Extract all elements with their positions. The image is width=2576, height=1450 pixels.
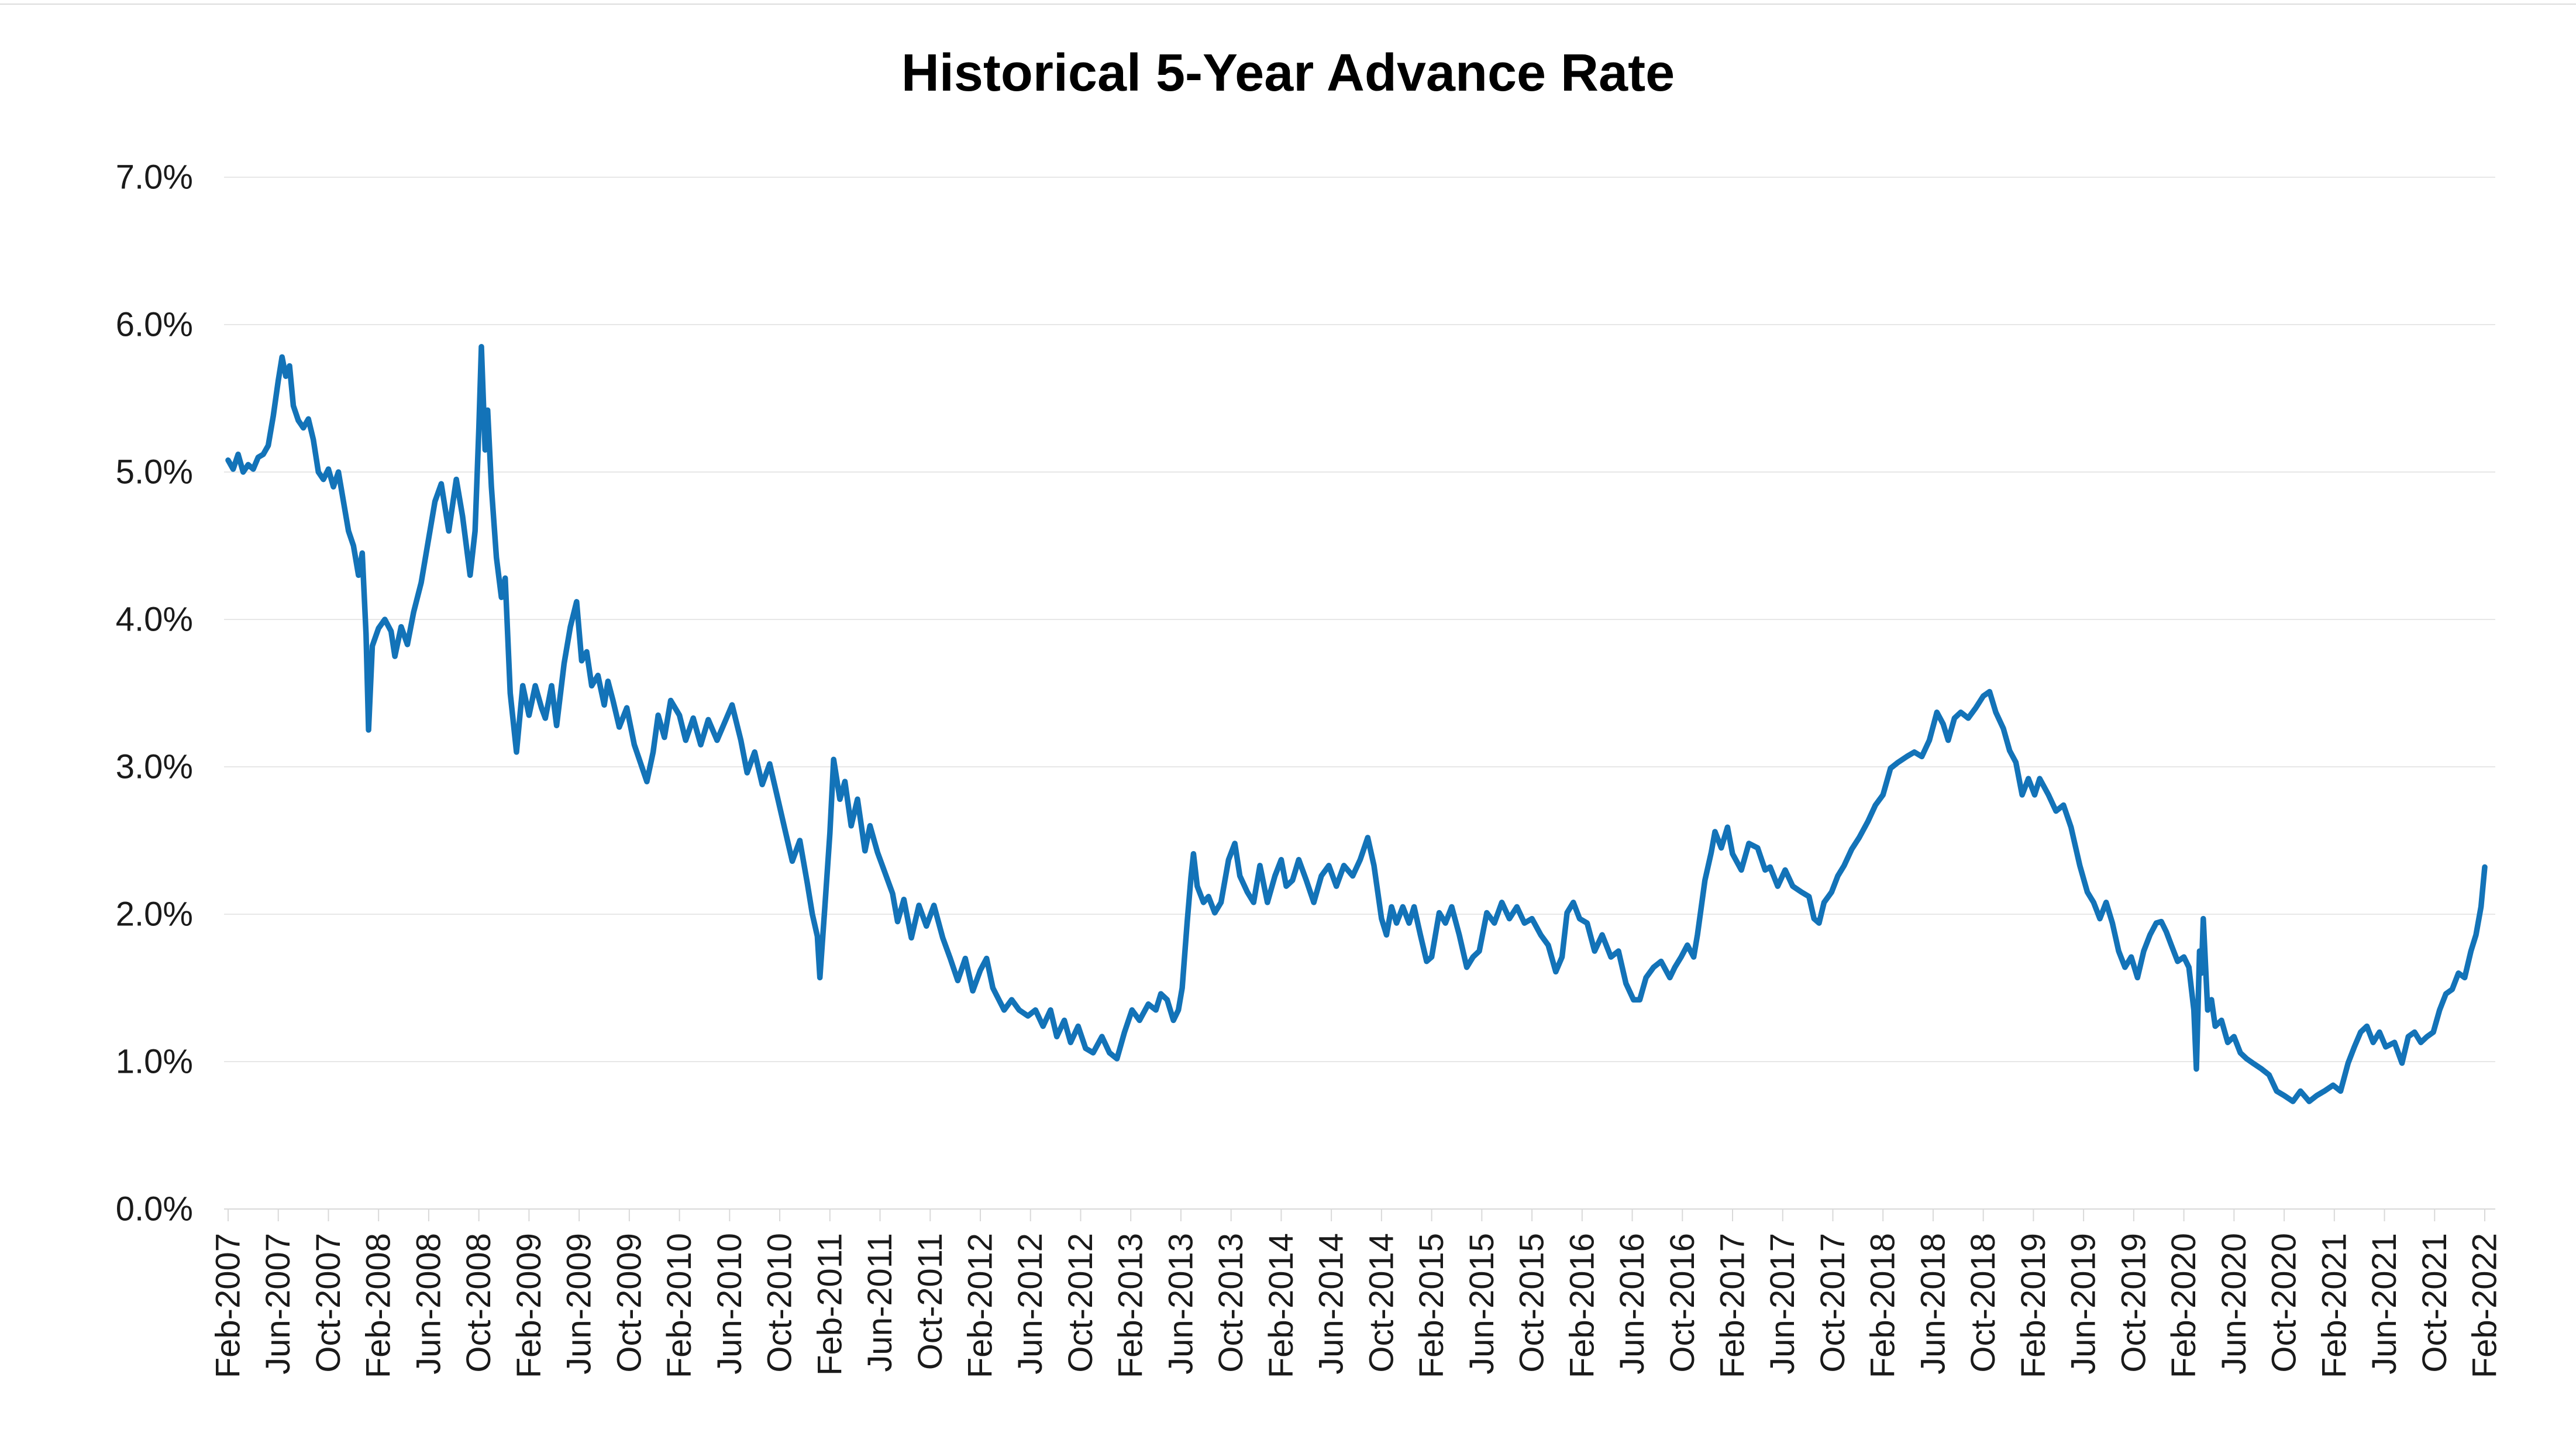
x-axis-tick-label: Jun-2018 — [1914, 1233, 1952, 1375]
y-axis-tick-label: 6.0% — [116, 306, 193, 344]
x-axis-tick-label: Feb-2008 — [360, 1233, 398, 1378]
x-axis-tick-label: Oct-2016 — [1664, 1233, 1702, 1373]
x-axis-tick-label: Oct-2018 — [1964, 1233, 2002, 1373]
x-axis-tick-label: Oct-2009 — [610, 1233, 648, 1373]
x-axis-tick-label: Oct-2011 — [911, 1233, 949, 1370]
x-axis-tick-label: Jun-2017 — [1764, 1233, 1802, 1375]
x-axis-tick-label: Oct-2017 — [1814, 1233, 1852, 1373]
x-axis-tick-label: Jun-2012 — [1011, 1233, 1049, 1375]
x-axis-tick-label: Jun-2021 — [2365, 1233, 2403, 1375]
x-axis-tick-label: Feb-2013 — [1112, 1233, 1150, 1378]
x-axis-tick-label: Feb-2014 — [1262, 1233, 1300, 1378]
x-axis-tick-label: Jun-2007 — [259, 1233, 297, 1375]
x-axis-tick-label: Feb-2012 — [962, 1233, 1000, 1378]
x-axis-tick-label: Feb-2011 — [811, 1233, 849, 1376]
x-axis-tick-label: Feb-2015 — [1413, 1233, 1451, 1378]
x-axis-tick-label: Feb-2016 — [1563, 1233, 1601, 1378]
x-axis-tick-label: Jun-2019 — [2065, 1233, 2103, 1375]
x-axis-tick-label: Oct-2008 — [460, 1233, 498, 1373]
x-axis-tick-label: Feb-2020 — [2165, 1233, 2203, 1378]
x-axis-tick-label: Oct-2007 — [309, 1233, 347, 1373]
x-axis-tick-label: Oct-2015 — [1513, 1233, 1551, 1373]
x-axis-tick-label: Jun-2014 — [1313, 1233, 1351, 1375]
x-axis-tick-label: Feb-2022 — [2466, 1233, 2504, 1378]
x-axis-tick-label: Oct-2014 — [1362, 1233, 1400, 1373]
x-axis-tick-label: Oct-2020 — [2265, 1233, 2303, 1373]
x-axis-tick-label: Feb-2017 — [1714, 1233, 1752, 1378]
x-axis-tick-label: Jun-2010 — [711, 1233, 749, 1375]
chart-title: Historical 5-Year Advance Rate — [901, 44, 1675, 102]
chart-frame-border — [0, 4, 2576, 5]
x-axis-tick-label: Jun-2016 — [1613, 1233, 1651, 1375]
x-axis-tick-label: Oct-2013 — [1212, 1233, 1250, 1373]
x-axis-tick-label: Feb-2009 — [510, 1233, 548, 1378]
series-line-advance-rate — [225, 344, 2488, 1104]
y-axis-tick-label: 0.0% — [116, 1190, 193, 1228]
y-axis-tick-label: 4.0% — [116, 601, 193, 639]
x-axis-tick-label: Jun-2020 — [2215, 1233, 2253, 1375]
x-axis-tick-label: Oct-2021 — [2416, 1233, 2454, 1373]
y-axis-tick-label: 7.0% — [116, 159, 193, 197]
x-axis-tick-label: Feb-2019 — [2014, 1233, 2052, 1378]
x-axis-tick-label: Feb-2007 — [209, 1233, 247, 1378]
y-axis-tick-label: 5.0% — [116, 453, 193, 491]
y-axis-tick-label: 2.0% — [116, 896, 193, 934]
x-axis-tick-label: Jun-2015 — [1463, 1233, 1501, 1375]
x-axis-tick-label: Jun-2013 — [1162, 1233, 1200, 1375]
x-axis-tick-label: Jun-2009 — [560, 1233, 598, 1375]
y-axis-tick-label: 3.0% — [116, 748, 193, 786]
y-axis-tick-label: 1.0% — [116, 1043, 193, 1081]
x-axis-tick-label: Feb-2018 — [1864, 1233, 1902, 1378]
x-axis-tick-label: Oct-2012 — [1062, 1233, 1100, 1373]
x-axis-tick-label: Jun-2008 — [409, 1233, 447, 1375]
x-axis-tick-label: Jun-2011 — [861, 1233, 899, 1372]
x-axis-tick-label: Oct-2019 — [2114, 1233, 2153, 1373]
x-axis-tick-label: Feb-2021 — [2315, 1233, 2353, 1378]
x-axis-tick-label: Oct-2010 — [761, 1233, 799, 1373]
x-axis-tick-label: Feb-2010 — [660, 1233, 698, 1378]
